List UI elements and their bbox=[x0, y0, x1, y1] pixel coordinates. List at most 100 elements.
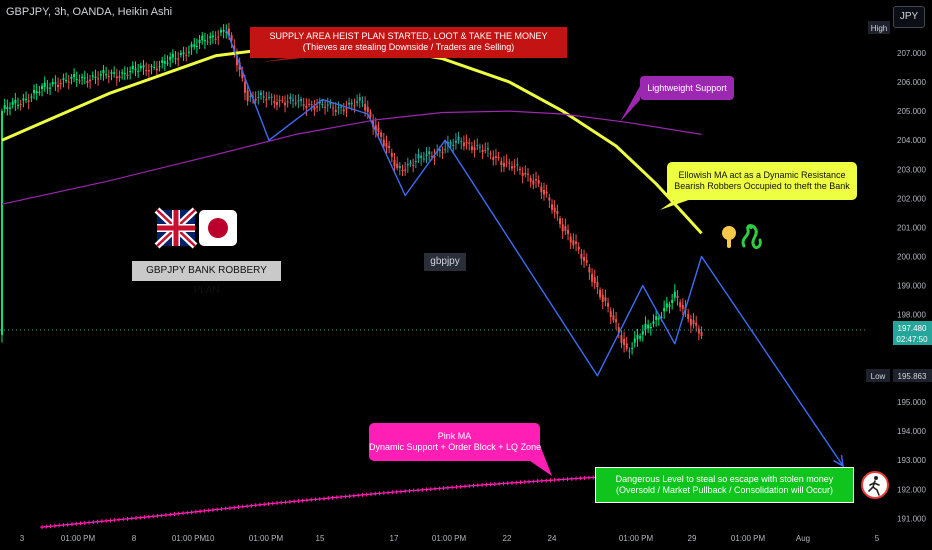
candle-body bbox=[388, 145, 391, 149]
candle-body bbox=[620, 335, 623, 343]
candle-body bbox=[86, 80, 89, 83]
pink-ma-marker bbox=[232, 505, 237, 510]
candle-body bbox=[169, 56, 172, 60]
candle-body bbox=[163, 61, 166, 64]
candle-body bbox=[278, 99, 281, 101]
time-axis[interactable]: 3 01:00 PM 8 01:00 PM 10 01:00 PM 15 17 01:00 PM… bbox=[20, 534, 880, 543]
pink-ma-marker bbox=[283, 500, 288, 505]
pink-ma-marker bbox=[458, 484, 463, 489]
candle-body bbox=[182, 52, 185, 54]
pink-ma-marker bbox=[206, 508, 211, 513]
candle-body bbox=[318, 102, 321, 104]
candle-body bbox=[529, 178, 532, 182]
candle-body bbox=[671, 299, 674, 303]
pink-ma-marker bbox=[454, 485, 459, 490]
candle-body bbox=[19, 104, 22, 106]
candle-body bbox=[468, 142, 471, 144]
pink-ma-marker bbox=[424, 487, 429, 492]
candle-body bbox=[65, 80, 68, 82]
candle-body bbox=[174, 58, 177, 60]
dangerous-level-annotation: Dangerous Level to steal so escape with … bbox=[595, 467, 854, 503]
candle-body bbox=[137, 70, 140, 72]
pink-ma-marker bbox=[279, 500, 284, 505]
pink-ma-marker bbox=[433, 486, 438, 491]
currency-button[interactable]: JPY bbox=[893, 6, 925, 28]
candle-body bbox=[556, 211, 559, 215]
green-annotation-line1: Dangerous Level to steal so escape with … bbox=[615, 474, 834, 484]
pink-ma-marker bbox=[586, 475, 591, 480]
candle-body bbox=[284, 102, 287, 106]
candle-body bbox=[497, 157, 500, 159]
candle-body bbox=[572, 240, 575, 246]
pink-ma-marker bbox=[334, 495, 339, 500]
candle-body bbox=[380, 132, 383, 138]
candle-body bbox=[334, 109, 337, 112]
time-tick-label: 01:00 PM bbox=[619, 534, 654, 543]
candle-body bbox=[94, 76, 97, 78]
candle-body bbox=[604, 297, 607, 302]
candle-body bbox=[6, 107, 9, 110]
pink-ma-marker bbox=[351, 493, 356, 498]
time-tick-label: 15 bbox=[316, 534, 325, 543]
candle-body bbox=[575, 241, 578, 244]
pink-ma-marker bbox=[582, 475, 587, 480]
candle-body bbox=[238, 62, 241, 70]
pink-ma-marker bbox=[163, 513, 168, 518]
pink-ma-marker bbox=[450, 485, 455, 490]
candle-body bbox=[30, 96, 33, 98]
candle-body bbox=[441, 151, 444, 153]
time-tick-label: Aug bbox=[796, 534, 810, 543]
candle-body bbox=[91, 75, 94, 77]
candle-body bbox=[129, 71, 132, 73]
pink-ma-marker bbox=[266, 501, 271, 506]
price-tick-label: 194.000 bbox=[897, 427, 926, 436]
candle-body bbox=[153, 66, 156, 68]
candle-body bbox=[689, 318, 692, 326]
candle-body bbox=[369, 112, 372, 117]
candle-body bbox=[158, 66, 161, 68]
candle-body bbox=[11, 101, 14, 105]
candle-body bbox=[139, 66, 142, 69]
price-tick-label: 204.000 bbox=[897, 136, 926, 145]
candle-body bbox=[308, 103, 311, 105]
price-axis[interactable]: 207.000 206.000 205.000 204.000 203.000 202.0… bbox=[897, 49, 926, 523]
pink-ma-marker bbox=[74, 521, 79, 526]
pink-ma-marker bbox=[415, 488, 420, 493]
candle-body bbox=[62, 78, 65, 81]
candle-body bbox=[187, 51, 190, 53]
supply-callout-pointer bbox=[262, 58, 303, 62]
candle-body bbox=[647, 324, 650, 329]
pink-ma-marker bbox=[296, 499, 301, 504]
candle-body bbox=[123, 73, 126, 75]
pink-ma-marker bbox=[317, 496, 322, 501]
pink-ma-marker bbox=[313, 497, 318, 502]
pink-ma-marker bbox=[539, 478, 544, 483]
pink-ma-marker bbox=[78, 521, 83, 526]
candle-body bbox=[121, 72, 124, 74]
pink-ma-marker bbox=[257, 502, 262, 507]
candle-body bbox=[414, 161, 417, 163]
candle-body bbox=[695, 322, 698, 326]
candle-body bbox=[54, 82, 57, 84]
pink-ma-marker bbox=[48, 524, 53, 529]
candle-body bbox=[625, 343, 628, 349]
candle-body bbox=[70, 76, 73, 79]
candle-body bbox=[425, 154, 428, 157]
candle-body bbox=[230, 35, 233, 41]
candle-body bbox=[633, 338, 636, 343]
candle-body bbox=[438, 149, 441, 151]
candle-body bbox=[577, 246, 580, 250]
candle-body bbox=[276, 102, 279, 105]
candle-body bbox=[559, 218, 562, 225]
candle-body bbox=[243, 82, 246, 93]
candle-body bbox=[470, 146, 473, 150]
pink-ma-marker bbox=[219, 506, 224, 511]
candle-body bbox=[489, 153, 492, 155]
current-price-value: 197.480 bbox=[898, 324, 927, 333]
pink-ma-marker bbox=[492, 482, 497, 487]
pink-ma-marker bbox=[501, 481, 506, 486]
candle-body bbox=[102, 70, 105, 74]
pink-ma-marker bbox=[386, 490, 391, 495]
candle-body bbox=[353, 105, 356, 107]
candle-body bbox=[46, 87, 49, 89]
